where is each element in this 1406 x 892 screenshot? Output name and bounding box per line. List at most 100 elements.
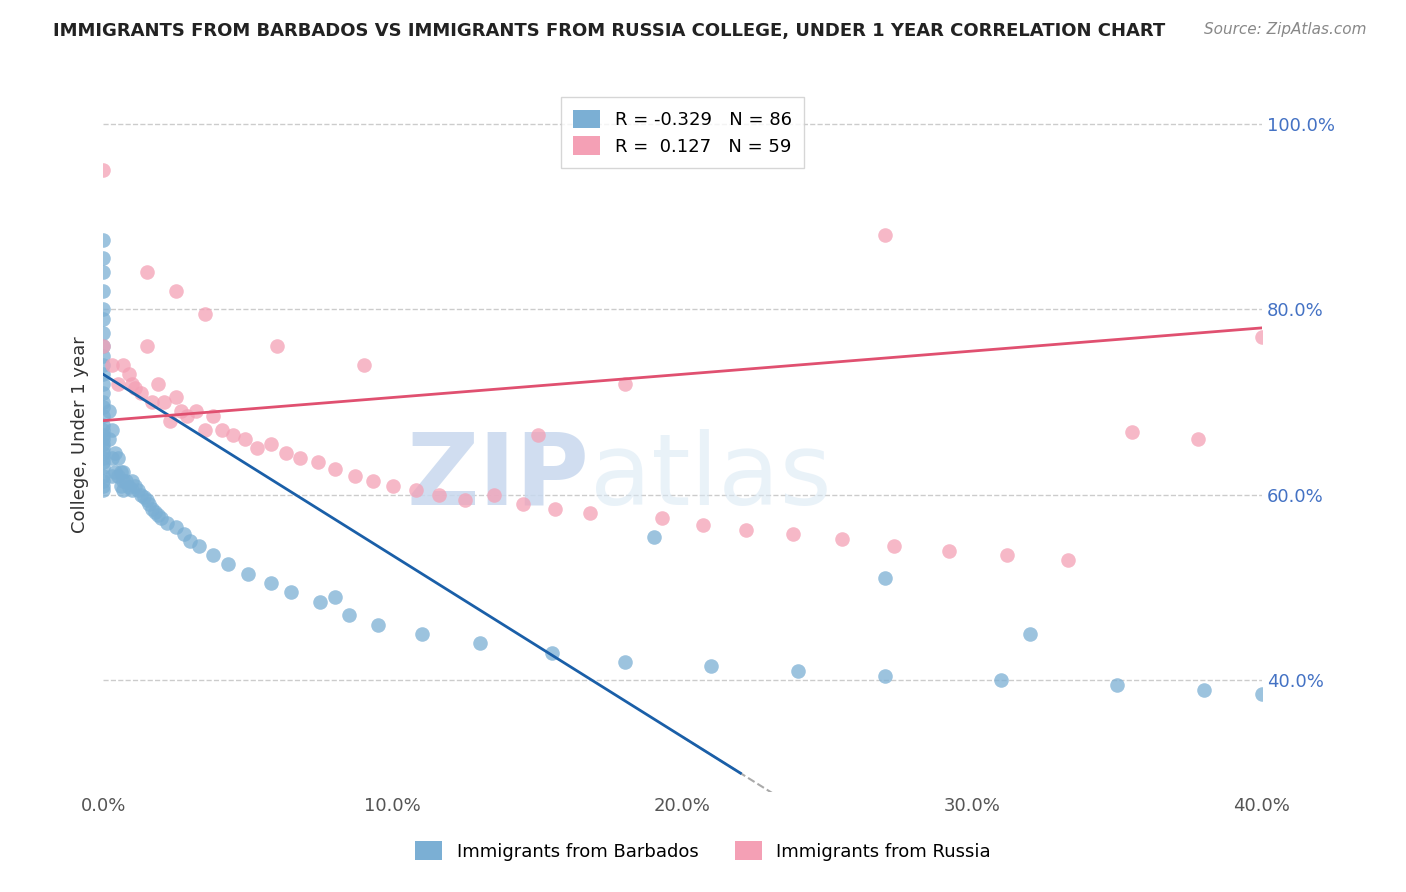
Point bbox=[643, 530, 665, 544]
Point bbox=[121, 483, 143, 498]
Point bbox=[381, 478, 404, 492]
Point bbox=[613, 655, 636, 669]
Point bbox=[344, 469, 367, 483]
Point bbox=[153, 395, 176, 409]
Point bbox=[578, 507, 600, 521]
Point bbox=[211, 423, 233, 437]
Point bbox=[541, 646, 564, 660]
Point bbox=[787, 664, 810, 678]
Point bbox=[526, 427, 548, 442]
Point bbox=[233, 432, 256, 446]
Point bbox=[112, 483, 135, 498]
Point bbox=[101, 358, 124, 372]
Point bbox=[831, 533, 853, 547]
Point bbox=[165, 284, 187, 298]
Point bbox=[91, 233, 114, 247]
Point bbox=[91, 442, 114, 456]
Point bbox=[91, 326, 114, 340]
Point bbox=[1251, 330, 1274, 344]
Point bbox=[91, 163, 114, 178]
Point bbox=[1121, 425, 1143, 439]
Point bbox=[170, 404, 193, 418]
Point bbox=[990, 673, 1012, 688]
Point bbox=[1251, 687, 1274, 701]
Point bbox=[156, 516, 179, 530]
Point bbox=[266, 339, 288, 353]
Point bbox=[91, 376, 114, 391]
Point bbox=[938, 543, 960, 558]
Point bbox=[91, 400, 114, 414]
Point bbox=[118, 368, 141, 382]
Point bbox=[274, 446, 297, 460]
Point bbox=[91, 385, 114, 400]
Point bbox=[91, 450, 114, 465]
Point bbox=[613, 376, 636, 391]
Point bbox=[411, 627, 433, 641]
Point bbox=[91, 302, 114, 317]
Point bbox=[91, 409, 114, 423]
Point bbox=[875, 228, 897, 243]
Point bbox=[735, 523, 758, 537]
Text: atlas: atlas bbox=[589, 429, 831, 526]
Legend: R = -0.329   N = 86, R =  0.127   N = 59: R = -0.329 N = 86, R = 0.127 N = 59 bbox=[561, 97, 804, 169]
Point bbox=[132, 490, 155, 504]
Point bbox=[91, 395, 114, 409]
Legend: Immigrants from Barbados, Immigrants from Russia: Immigrants from Barbados, Immigrants fro… bbox=[406, 832, 1000, 870]
Point bbox=[1019, 627, 1042, 641]
Point bbox=[236, 566, 259, 581]
Point bbox=[110, 465, 132, 479]
Text: Source: ZipAtlas.com: Source: ZipAtlas.com bbox=[1204, 22, 1367, 37]
Point bbox=[361, 474, 384, 488]
Point bbox=[91, 469, 114, 483]
Point bbox=[104, 465, 127, 479]
Point bbox=[91, 265, 114, 279]
Point bbox=[135, 492, 157, 507]
Point bbox=[193, 423, 215, 437]
Point bbox=[651, 511, 673, 525]
Point bbox=[146, 376, 169, 391]
Point bbox=[107, 376, 129, 391]
Point bbox=[280, 585, 302, 599]
Point bbox=[91, 446, 114, 460]
Point bbox=[91, 418, 114, 433]
Point bbox=[202, 409, 225, 423]
Point bbox=[246, 442, 269, 456]
Point bbox=[135, 265, 157, 279]
Point bbox=[101, 450, 124, 465]
Point bbox=[91, 339, 114, 353]
Point bbox=[1056, 553, 1078, 567]
Point bbox=[323, 590, 346, 604]
Point bbox=[1187, 432, 1209, 446]
Point bbox=[91, 432, 114, 446]
Point bbox=[173, 526, 195, 541]
Point bbox=[260, 576, 283, 591]
Point bbox=[91, 423, 114, 437]
Point bbox=[91, 339, 114, 353]
Point bbox=[115, 474, 138, 488]
Point bbox=[159, 414, 181, 428]
Point bbox=[101, 469, 124, 483]
Point bbox=[337, 608, 360, 623]
Point bbox=[875, 669, 897, 683]
Point bbox=[107, 450, 129, 465]
Text: ZIP: ZIP bbox=[406, 429, 589, 526]
Point bbox=[484, 488, 506, 502]
Point bbox=[1105, 678, 1128, 692]
Point bbox=[118, 480, 141, 494]
Point bbox=[112, 358, 135, 372]
Point bbox=[782, 526, 804, 541]
Point bbox=[91, 437, 114, 451]
Point bbox=[91, 368, 114, 382]
Y-axis label: College, Under 1 year: College, Under 1 year bbox=[72, 336, 89, 533]
Point bbox=[367, 617, 389, 632]
Point bbox=[193, 307, 215, 321]
Point bbox=[179, 534, 201, 549]
Point bbox=[121, 376, 143, 391]
Point bbox=[165, 391, 187, 405]
Point bbox=[97, 432, 120, 446]
Point bbox=[101, 423, 124, 437]
Point bbox=[187, 539, 209, 553]
Point bbox=[468, 636, 491, 650]
Point bbox=[91, 427, 114, 442]
Point bbox=[512, 497, 534, 511]
